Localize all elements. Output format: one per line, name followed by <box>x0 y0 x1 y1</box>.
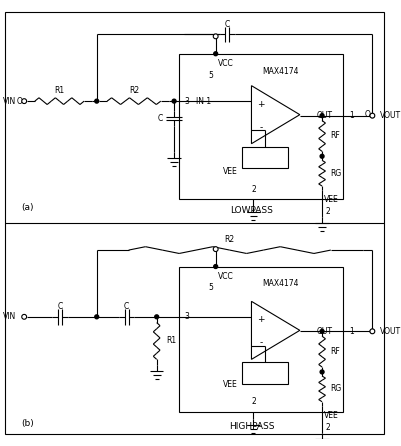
Text: 2: 2 <box>250 397 255 406</box>
Text: VEE: VEE <box>323 195 338 204</box>
Circle shape <box>154 315 158 319</box>
Text: OUT: OUT <box>316 111 332 120</box>
Circle shape <box>95 99 98 103</box>
Text: VEE: VEE <box>222 167 237 176</box>
Text: RG: RG <box>329 169 340 178</box>
Circle shape <box>213 264 217 268</box>
Text: VEE: VEE <box>222 380 237 389</box>
Circle shape <box>95 315 98 319</box>
Text: MAX4174: MAX4174 <box>262 280 298 289</box>
Text: RF: RF <box>329 347 339 356</box>
Circle shape <box>319 330 323 333</box>
Circle shape <box>22 99 26 103</box>
Circle shape <box>213 34 218 39</box>
Text: VCC: VCC <box>217 59 233 68</box>
Text: 2: 2 <box>325 207 330 216</box>
Text: -: - <box>259 339 262 347</box>
Text: VCC: VCC <box>217 272 233 281</box>
Text: 2: 2 <box>250 185 255 194</box>
Text: 3: 3 <box>184 312 189 321</box>
Text: RG: RG <box>329 384 340 393</box>
Text: 1: 1 <box>348 111 353 120</box>
Bar <box>178 267 342 412</box>
Text: VOUT: VOUT <box>379 327 400 336</box>
Text: R2: R2 <box>224 235 234 244</box>
Text: (a): (a) <box>21 203 34 212</box>
Circle shape <box>22 314 26 319</box>
Circle shape <box>319 114 323 118</box>
Circle shape <box>213 247 218 252</box>
Text: IN 1: IN 1 <box>196 97 211 106</box>
Text: 3: 3 <box>184 97 189 106</box>
Circle shape <box>213 52 217 56</box>
Circle shape <box>369 113 374 118</box>
Text: RF: RF <box>329 132 339 140</box>
Circle shape <box>369 329 374 334</box>
Circle shape <box>172 99 176 103</box>
Text: LOWPASS: LOWPASS <box>229 206 272 215</box>
Text: OUT: OUT <box>316 327 332 336</box>
Text: VEE: VEE <box>323 411 338 420</box>
Text: 1: 1 <box>348 327 353 336</box>
Text: 2: 2 <box>325 422 330 432</box>
Text: R1: R1 <box>166 336 176 346</box>
Text: HIGHPASS: HIGHPASS <box>228 421 273 430</box>
Text: O: O <box>364 110 369 119</box>
Text: C: C <box>57 301 63 311</box>
Text: +: + <box>257 315 264 324</box>
Text: R2: R2 <box>129 86 139 95</box>
Circle shape <box>369 330 373 333</box>
Text: R1: R1 <box>54 86 65 95</box>
Text: VOUT: VOUT <box>379 111 400 120</box>
Bar <box>241 147 288 168</box>
Text: -: - <box>259 123 262 132</box>
Bar <box>178 54 342 199</box>
Circle shape <box>319 370 323 374</box>
Text: MAX4174: MAX4174 <box>262 66 298 76</box>
Circle shape <box>319 154 323 158</box>
Text: +: + <box>257 99 264 108</box>
Text: 5: 5 <box>208 283 213 292</box>
Circle shape <box>369 114 373 118</box>
Text: VIN: VIN <box>3 312 16 321</box>
Text: VIN: VIN <box>3 97 16 106</box>
Bar <box>241 362 288 384</box>
Text: (b): (b) <box>21 419 34 428</box>
Text: 5: 5 <box>208 70 213 79</box>
Text: C: C <box>157 114 162 123</box>
Text: C: C <box>224 20 229 29</box>
Text: O: O <box>16 97 22 106</box>
Text: C: C <box>124 301 129 311</box>
